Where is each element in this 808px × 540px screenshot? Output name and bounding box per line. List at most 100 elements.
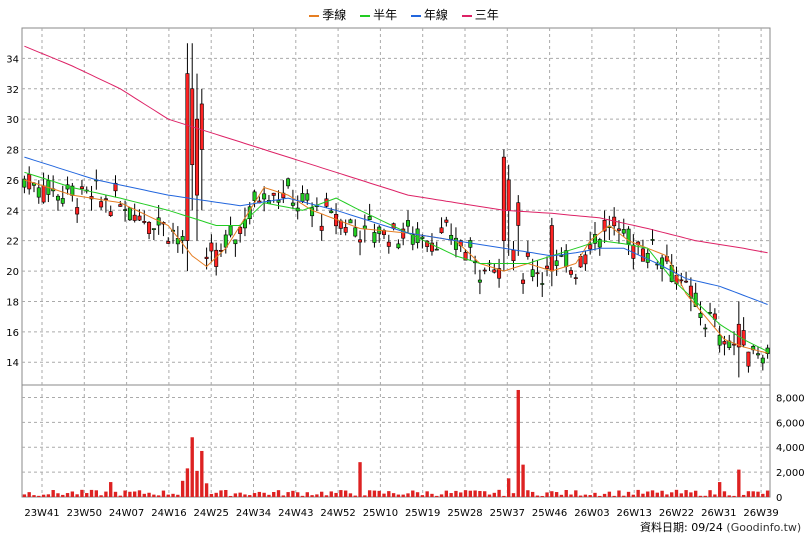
candle-body (559, 255, 564, 257)
volume-bar (286, 492, 290, 497)
legend-swatch (360, 14, 371, 17)
ma-line-0 (24, 179, 768, 354)
volume-bar (358, 462, 362, 497)
volume-bar (348, 493, 353, 497)
candle-body (329, 210, 334, 214)
volume-bar (665, 494, 669, 497)
candle-body (60, 198, 65, 204)
volume-bar (137, 490, 142, 497)
candle-body (660, 257, 665, 269)
candle-body (684, 280, 689, 283)
volume-bar (535, 495, 540, 497)
candle-body (75, 207, 80, 215)
volume-bar (190, 437, 194, 497)
candle-body (746, 351, 751, 367)
volume-bar (46, 494, 51, 497)
candle-body (492, 269, 497, 273)
price-tick-label: 32 (6, 85, 19, 96)
volume-bar (61, 494, 65, 497)
volume-bar (166, 494, 170, 497)
x-tick-label: 23W41 (24, 508, 59, 519)
volume-bar (435, 495, 439, 497)
volume-bar (751, 491, 755, 497)
legend: 季線 半年 年線 三年 (0, 6, 808, 23)
candle-body (516, 202, 521, 226)
candle-body (195, 118, 199, 196)
volume-bar (717, 482, 722, 497)
volume-tick-label: 2,000 (776, 468, 805, 479)
candle-body (276, 199, 281, 203)
volume-bar (123, 490, 127, 497)
x-tick-label: 24W07 (109, 508, 144, 519)
volume-bar (631, 494, 636, 497)
volume-bar (99, 495, 103, 497)
volume-bar (487, 494, 492, 497)
volume-bar (607, 491, 612, 497)
candle-body (305, 193, 310, 201)
volume-bar (622, 495, 626, 497)
volume-bar (315, 494, 319, 497)
x-tick-label: 25W10 (363, 508, 398, 519)
volume-bar (310, 495, 314, 497)
candle-body (468, 240, 473, 248)
candle-body (722, 341, 727, 345)
candle-body (444, 219, 449, 223)
ma-line-3 (24, 45, 768, 254)
volume-bar (80, 489, 84, 497)
candle-body (204, 256, 209, 259)
volume-bar (228, 495, 233, 497)
volume-bar (550, 491, 554, 497)
volume-bar (161, 490, 166, 497)
volume-bar (502, 495, 506, 497)
candle-body (420, 236, 425, 239)
candle-body (521, 279, 526, 284)
legend-swatch (410, 14, 421, 17)
volume-bar (411, 490, 415, 497)
candle-body (583, 254, 588, 265)
x-tick-label: 25W28 (447, 508, 482, 519)
x-tick-label: 26W13 (617, 508, 652, 519)
x-tick-label: 24W43 (278, 508, 313, 519)
volume-bar (334, 492, 338, 497)
candle-body (262, 193, 267, 200)
volume-bar (722, 491, 727, 497)
candle-body (324, 198, 329, 207)
candle-body (137, 215, 142, 221)
candle-body (679, 279, 684, 282)
volume-bar (554, 492, 559, 497)
x-tick-label: 26W03 (574, 508, 609, 519)
volume-bar (252, 493, 257, 497)
price-tick-label: 26 (6, 176, 19, 187)
volume-bar (406, 493, 410, 497)
volume-bar (296, 492, 300, 497)
volume-bar (626, 491, 631, 497)
candle-body (477, 279, 482, 283)
candle-body (616, 228, 621, 231)
candle-body (185, 73, 190, 241)
source-label: (Goodinfo.tw) (726, 521, 802, 534)
candle-body (348, 219, 353, 224)
volume-bar (224, 489, 228, 497)
candle-body (353, 227, 358, 237)
x-tick-label: 26W39 (743, 508, 778, 519)
price-tick-label: 18 (6, 297, 19, 308)
volume-bar (32, 495, 36, 497)
candle-body (199, 103, 204, 150)
volume-bar (156, 495, 161, 497)
candle-body (123, 209, 128, 211)
candle-body (300, 193, 305, 202)
volume-bar (684, 490, 688, 497)
volume-bar (22, 494, 27, 497)
candle-body (453, 237, 458, 250)
candle-body (343, 227, 348, 233)
volume-tick-label: 6,000 (776, 418, 805, 429)
volume-bar (27, 492, 31, 497)
volume-bar (353, 495, 357, 497)
candle-body (449, 234, 454, 240)
x-tick-label: 24W25 (194, 508, 229, 519)
volume-bar (593, 492, 597, 497)
volume-bar (85, 493, 89, 497)
volume-bar (660, 490, 664, 497)
x-tick-label: 25W46 (532, 508, 567, 519)
